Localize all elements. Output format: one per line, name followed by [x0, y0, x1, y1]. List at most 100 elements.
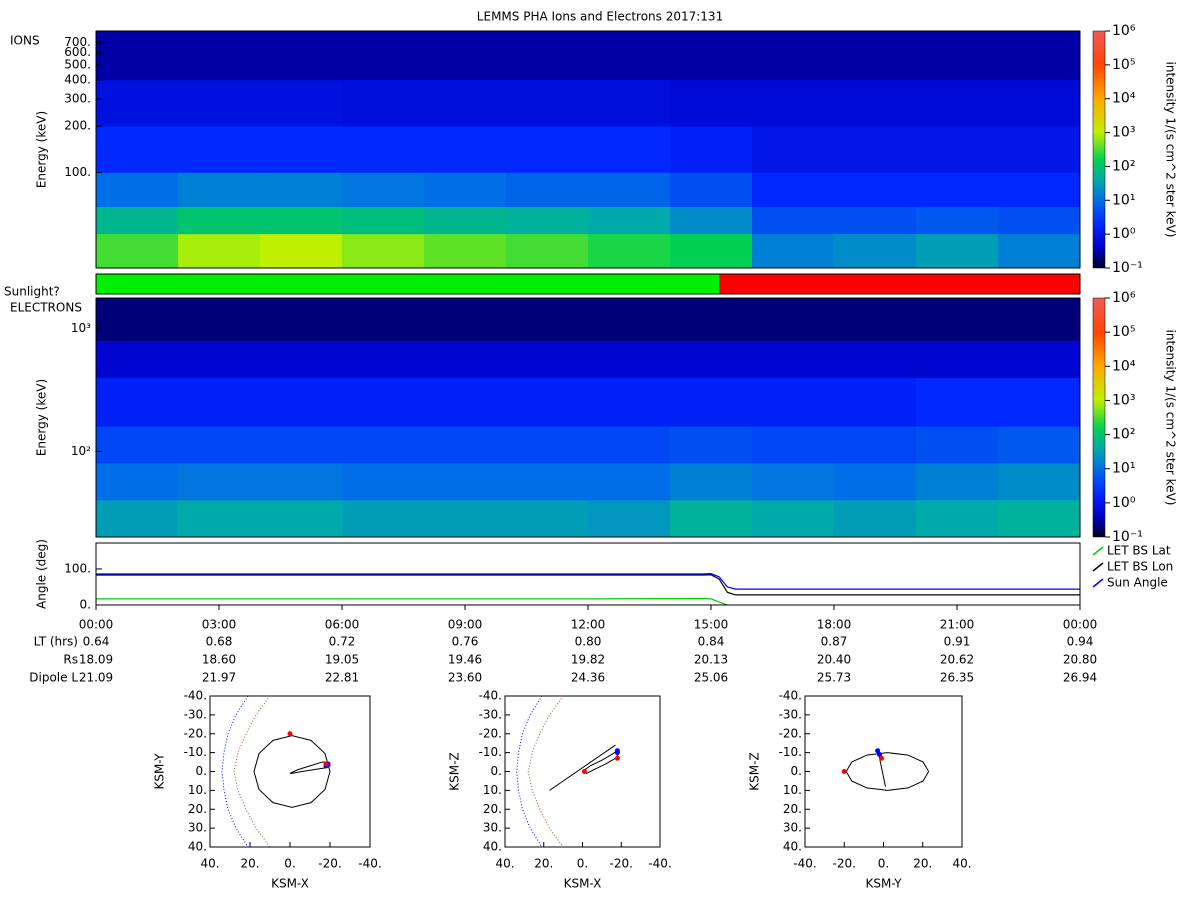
position-dot [581, 769, 587, 774]
series-line [96, 573, 1080, 590]
ephemeris-value: 18.09 [79, 653, 113, 667]
heatmap-cell [342, 426, 425, 464]
heatmap-cell [752, 126, 835, 173]
y-axis-label: Angle (deg) [35, 539, 49, 609]
colorbar-tick-label: 10⁵ [1112, 57, 1135, 73]
heatmap-cell [834, 79, 917, 127]
ephemeris-value: 0.94 [1067, 635, 1094, 649]
heatmap-cell [998, 206, 1081, 235]
y-axis-label: KSM-Z [748, 752, 762, 790]
heatmap-cell [998, 500, 1081, 538]
heatmap-cell [342, 233, 425, 269]
x-tick-label: -40. [358, 857, 381, 871]
heatmap-cell [424, 500, 507, 538]
heatmap-cell [752, 377, 835, 427]
colorbar [1092, 30, 1106, 269]
ephemeris-value: 24.36 [571, 671, 605, 685]
heatmap-cell [260, 377, 343, 427]
heatmap-cell [834, 377, 917, 427]
heatmap-cell [506, 500, 589, 538]
x-tick-label: -20. [318, 857, 341, 871]
y-tick-label: -10. [779, 745, 802, 759]
heatmap-cell [424, 340, 507, 378]
heatmap-cell [506, 31, 589, 81]
ephemeris-value: 0.76 [452, 635, 479, 649]
series-line [96, 597, 728, 606]
colorbar-tick-label: 10⁴ [1112, 91, 1136, 107]
x-tick-label: 00:00 [79, 618, 114, 632]
heatmap-cell [260, 206, 343, 235]
heatmap-cell [96, 377, 179, 427]
y-axis-label: Energy (keV) [35, 379, 49, 456]
heatmap-cell [506, 233, 589, 269]
heatmap-cell [96, 206, 179, 235]
heatmap-cell [178, 463, 261, 501]
heatmap-cell [670, 79, 753, 127]
heatmap-cell [96, 463, 179, 501]
ephemeris-value: 0.91 [944, 635, 971, 649]
heatmap-cell [588, 426, 671, 464]
heatmap-cell [506, 426, 589, 464]
heatmap-cell [260, 340, 343, 378]
heatmap-cell [506, 463, 589, 501]
y-tick-label: -20. [479, 726, 502, 740]
boundary-curve [527, 695, 564, 848]
ephemeris-value: 0.80 [575, 635, 602, 649]
state-segment [96, 274, 720, 294]
heatmap-cell [834, 463, 917, 501]
colorbar-tick-label: 10³ [1112, 392, 1135, 408]
heatmap-cell [178, 426, 261, 464]
heatmap-cell [342, 79, 425, 127]
heatmap-cell [96, 172, 179, 208]
heatmap-cell [670, 233, 753, 269]
y-tick-label: 10. [483, 783, 502, 797]
heatmap-cell [424, 463, 507, 501]
boundary-curve [221, 695, 249, 848]
y-tick-label: 100. [64, 165, 91, 179]
heatmap-cell [588, 172, 671, 208]
heatmap-cell [342, 31, 425, 81]
heatmap-cell [588, 126, 671, 173]
y-tick-label: 20. [483, 802, 502, 816]
plot-frame [804, 695, 963, 848]
series-line [96, 574, 1080, 596]
heatmap-cell [588, 31, 671, 81]
heatmap-cell [998, 463, 1081, 501]
heatmap-cell [670, 463, 753, 501]
heatmap-cell [670, 172, 753, 208]
y-tick-label: -30. [779, 707, 802, 721]
x-tick-label: 0. [284, 857, 295, 871]
y-tick-label: 700. [64, 35, 91, 49]
heatmap-cell [670, 298, 753, 341]
ephemeris-row-label: LT (hrs) [34, 635, 78, 649]
heatmap-cell [916, 233, 999, 269]
x-tick-label: 03:00 [202, 618, 237, 632]
x-tick-label: 18:00 [817, 618, 852, 632]
y-axis-label: KSM-Z [448, 752, 462, 790]
position-dot [287, 731, 293, 737]
heatmap-cell [342, 377, 425, 427]
heatmap-cell [178, 206, 261, 235]
heatmap-cell [178, 233, 261, 269]
heatmap-cell [96, 500, 179, 538]
heatmap-cell [916, 298, 999, 341]
heatmap-cell [916, 463, 999, 501]
heatmap-cell [588, 463, 671, 501]
x-tick-label: 20. [913, 857, 932, 871]
ephemeris-value: 20.80 [1063, 653, 1097, 667]
heatmap-cell [96, 31, 179, 81]
y-tick-label: 30. [783, 821, 802, 835]
ephemeris-value: 25.73 [817, 671, 851, 685]
heatmap-cell [506, 298, 589, 341]
x-tick-label: 15:00 [694, 618, 729, 632]
legend-label: LET BS Lat [1107, 544, 1171, 558]
heatmap-cell [752, 500, 835, 538]
x-tick-label: 20. [534, 857, 553, 871]
heatmap-cell [998, 126, 1081, 173]
heatmap-cell [96, 79, 179, 127]
heatmap-cell [752, 206, 835, 235]
x-tick-label: 40. [952, 857, 971, 871]
plot-frame [95, 30, 1081, 269]
heatmap-cell [342, 463, 425, 501]
